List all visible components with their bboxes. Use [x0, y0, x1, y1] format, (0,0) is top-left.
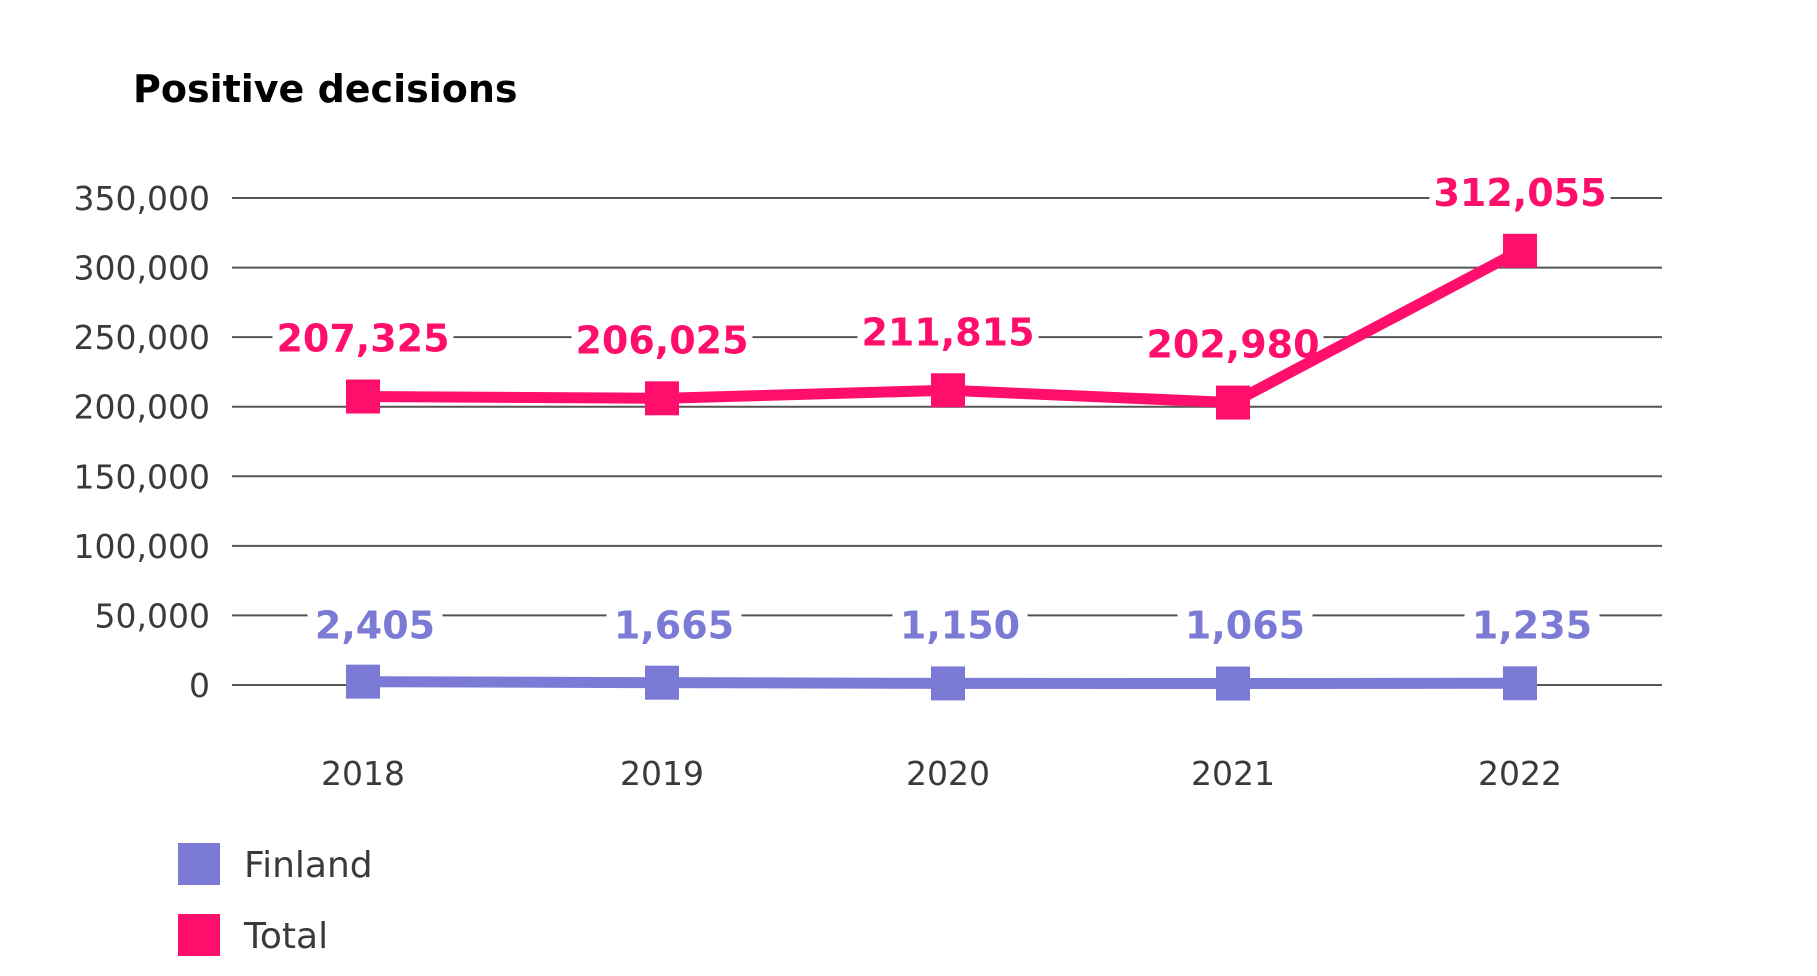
- legend: Finland Total: [178, 843, 373, 957]
- data-label-total-2019: 206,025: [575, 318, 748, 362]
- x-tick-label: 2019: [620, 754, 704, 793]
- y-tick-label: 150,000: [74, 457, 210, 496]
- data-point-total-2021: [1216, 385, 1250, 420]
- data-label-total-2018: 207,325: [276, 317, 449, 361]
- y-tick-label: 350,000: [74, 179, 210, 218]
- data-point-finland-2019: [645, 665, 679, 700]
- data-point-finland-2021: [1216, 666, 1250, 701]
- data-point-finland-2022: [1503, 666, 1537, 701]
- y-tick-label: 250,000: [74, 318, 210, 357]
- data-label-finland-2018: 2,405: [315, 603, 435, 647]
- chart-title: Positive decisions: [133, 67, 518, 111]
- data-label-finland-2022: 1,235: [1472, 603, 1592, 647]
- y-tick-label: 50,000: [95, 596, 210, 635]
- y-tick-label: 300,000: [74, 249, 210, 288]
- data-label-total-2022: 312,055: [1433, 171, 1606, 215]
- data-point-total-2022: [1503, 233, 1537, 268]
- x-tick-label: 2022: [1478, 754, 1562, 793]
- y-tick-label: 0: [189, 666, 210, 705]
- y-axis-tick-labels: 0 50,000 100,000 150,000 200,000 250,000 300,0…: [74, 179, 210, 705]
- x-tick-label: 2021: [1191, 754, 1275, 793]
- x-axis-tick-labels: 2018 2019 2020 2021 2022: [321, 754, 1562, 793]
- data-point-finland-2018: [346, 664, 380, 699]
- data-label-total-2021: 202,980: [1146, 323, 1319, 367]
- data-label-finland-2021: 1,065: [1185, 603, 1305, 647]
- legend-swatch-finland: [178, 843, 220, 885]
- legend-label-finland: Finland: [244, 845, 373, 886]
- data-point-total-2018: [346, 379, 380, 414]
- y-tick-label: 200,000: [74, 388, 210, 427]
- gridlines: [232, 197, 1662, 686]
- data-label-finland-2019: 1,665: [614, 603, 734, 647]
- data-label-finland-2020: 1,150: [900, 603, 1020, 647]
- x-tick-label: 2018: [321, 754, 405, 793]
- x-tick-label: 2020: [906, 754, 990, 793]
- legend-label-total: Total: [243, 916, 328, 957]
- data-label-total-2020: 211,815: [861, 310, 1034, 354]
- data-point-total-2019: [645, 381, 679, 416]
- series-layer: 2,405 1,665 1,150 1,065 1,235 207,325 206,025 2…: [276, 171, 1607, 701]
- data-point-finland-2020: [931, 666, 965, 701]
- y-tick-label: 100,000: [74, 527, 210, 566]
- legend-swatch-total: [178, 914, 220, 956]
- data-point-total-2020: [931, 373, 965, 408]
